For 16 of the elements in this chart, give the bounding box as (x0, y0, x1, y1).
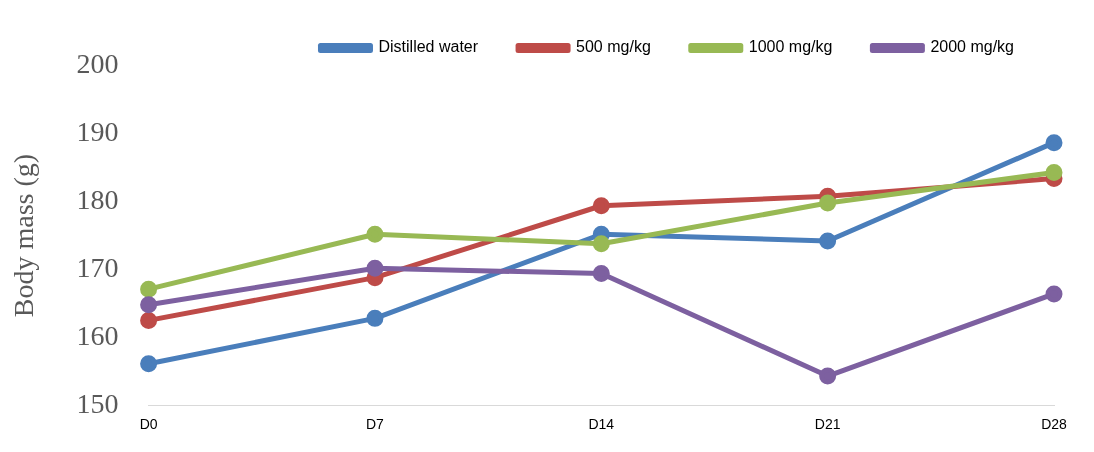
x-tick-label: D7 (366, 416, 385, 433)
y-tick-label: 200 (76, 48, 119, 80)
y-tick-label: 160 (76, 319, 119, 351)
legend-label: 500 mg/kg (576, 38, 651, 56)
y-tick-label: 180 (76, 184, 119, 216)
legend-label: Distilled water (378, 38, 479, 56)
x-tick-label: D0 (139, 416, 158, 433)
y-tick-label: 170 (76, 251, 119, 283)
y-tick-label: 150 (76, 387, 119, 419)
y-tick-label: 190 (76, 116, 119, 148)
y-axis-title: Body mass (g) (8, 153, 40, 318)
x-tick-label: D14 (588, 416, 615, 433)
legend-label: 1000 mg/kg (748, 38, 833, 56)
x-tick-label: D21 (814, 416, 841, 433)
legend-label: 2000 mg/kg (930, 38, 1014, 56)
x-tick-label: D28 (1041, 416, 1068, 433)
